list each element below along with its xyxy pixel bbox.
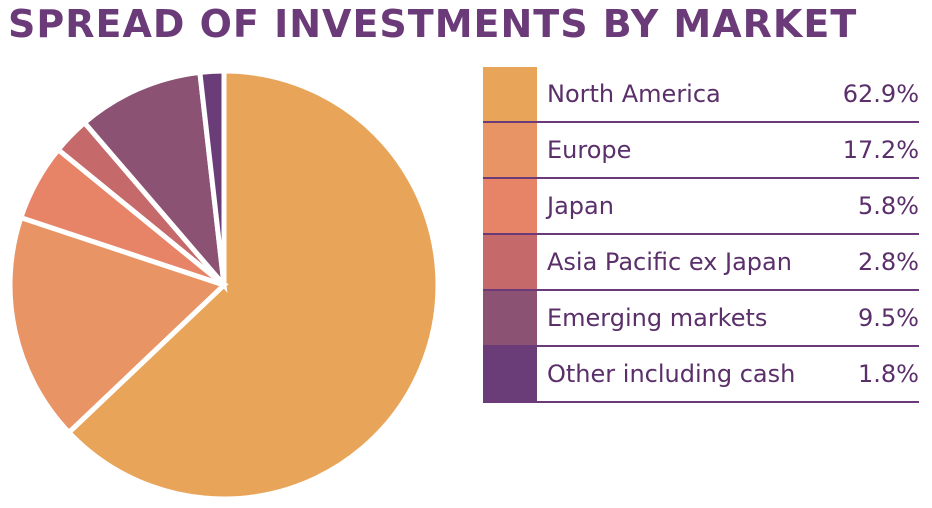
legend-label: Other including cash bbox=[547, 360, 796, 388]
legend-swatch bbox=[483, 235, 537, 289]
pie-area bbox=[7, 68, 441, 502]
value-label: 1.8% bbox=[858, 360, 919, 388]
legend: North America 62.9% Europe 17.2% Japan 5.8% As… bbox=[483, 67, 919, 403]
value-label: 5.8% bbox=[858, 192, 919, 220]
pie-slice bbox=[80, 69, 228, 293]
legend-row: Other including cash 1.8% bbox=[483, 347, 919, 403]
value-label: 2.8% bbox=[858, 248, 919, 276]
legend-swatch bbox=[483, 179, 537, 233]
legend-row: Japan 5.8% bbox=[483, 179, 919, 235]
legend-row: Emerging markets 9.5% bbox=[483, 291, 919, 347]
value-label: 17.2% bbox=[842, 136, 919, 164]
legend-swatch bbox=[483, 67, 537, 121]
pie-slice bbox=[65, 68, 441, 502]
legend-swatch bbox=[483, 291, 537, 345]
legend-label: North America bbox=[547, 80, 721, 108]
legend-row: Europe 17.2% bbox=[483, 123, 919, 179]
legend-label: Japan bbox=[547, 192, 614, 220]
value-label: 62.9% bbox=[842, 80, 919, 108]
chart-title: SPREAD OF INVESTMENTS BY MARKET bbox=[8, 2, 858, 46]
legend-label: Europe bbox=[547, 136, 632, 164]
pie-slice bbox=[197, 68, 227, 286]
legend-label: Emerging markets bbox=[547, 304, 768, 332]
legend-label: Asia Pacific ex Japan bbox=[547, 248, 792, 276]
legend-swatch bbox=[483, 347, 537, 401]
pie-slice bbox=[7, 214, 229, 437]
legend-row: North America 62.9% bbox=[483, 67, 919, 123]
legend-row: Asia Pacific ex Japan 2.8% bbox=[483, 235, 919, 291]
value-label: 9.5% bbox=[858, 304, 919, 332]
legend-swatch bbox=[483, 123, 537, 177]
